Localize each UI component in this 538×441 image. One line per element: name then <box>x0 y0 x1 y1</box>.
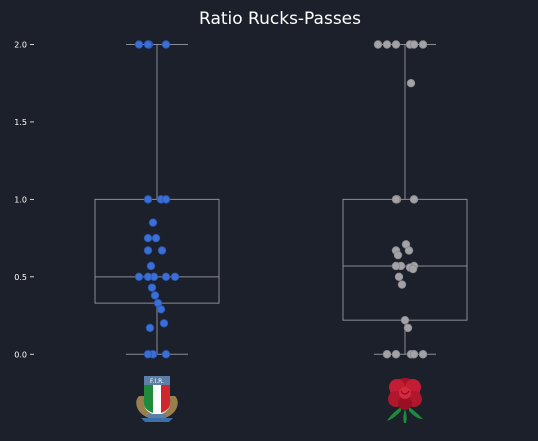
data-point-1-3 <box>382 40 392 49</box>
y-tick-label-4: 2.0 <box>14 40 27 49</box>
box-iqr-1 <box>342 198 468 321</box>
data-point-0-16 <box>134 272 144 282</box>
data-point-1-22 <box>403 323 413 333</box>
data-point-1-5 <box>373 40 383 49</box>
data-point-0-12 <box>146 261 156 271</box>
data-point-0-15 <box>161 272 171 282</box>
data-point-1-15 <box>391 261 401 271</box>
svg-text:F.I.R.: F.I.R. <box>150 378 164 385</box>
data-point-1-25 <box>409 350 419 359</box>
data-point-0-5 <box>143 195 153 204</box>
data-point-1-20 <box>397 280 407 289</box>
points-layer <box>134 40 428 359</box>
data-point-1-18 <box>408 264 418 274</box>
data-point-1-24 <box>391 350 401 359</box>
data-point-1-8 <box>391 195 401 204</box>
data-point-0-3 <box>134 40 144 49</box>
data-point-1-19 <box>394 272 404 282</box>
y-axis: 0.0 0.5 1.0 1.5 2.0 <box>14 40 34 359</box>
data-point-1-21 <box>400 315 410 325</box>
data-point-0-11 <box>143 246 153 255</box>
data-point-1-27 <box>418 350 428 359</box>
box-group-1 <box>342 43 468 355</box>
data-point-0-7 <box>148 218 158 227</box>
data-point-0-17 <box>170 272 180 282</box>
data-point-1-26 <box>382 350 392 359</box>
data-point-1-11 <box>404 246 414 255</box>
data-point-0-18 <box>147 283 157 292</box>
data-point-0-8 <box>151 233 161 243</box>
y-tick-label-0: 0.0 <box>14 350 27 359</box>
data-point-1-6 <box>406 79 416 88</box>
data-point-0-10 <box>157 246 167 255</box>
italy-fir-rugby-logo: F.I.R. <box>136 376 178 422</box>
chart-title: Ratio Rucks-Passes <box>199 9 361 29</box>
logos-layer: F.I.R. <box>136 376 423 423</box>
data-point-0-2 <box>161 40 171 49</box>
data-point-0-22 <box>159 319 169 328</box>
box-iqr-0 <box>94 198 220 304</box>
data-point-0-9 <box>143 233 153 243</box>
data-point-0-6 <box>161 195 171 204</box>
data-point-1-2 <box>409 40 419 49</box>
data-point-1-1 <box>391 40 401 49</box>
y-tick-label-3: 1.5 <box>14 118 27 127</box>
data-point-1-13 <box>393 250 403 260</box>
data-point-0-1 <box>143 40 153 49</box>
data-point-0-26 <box>161 350 171 359</box>
data-point-0-19 <box>150 291 160 300</box>
data-point-0-21 <box>156 305 166 314</box>
data-point-0-14 <box>143 272 153 282</box>
y-tick-label-1: 0.5 <box>14 273 27 282</box>
data-point-1-4 <box>418 40 428 49</box>
data-point-0-25 <box>143 350 153 359</box>
data-point-0-23 <box>145 323 155 333</box>
data-point-1-9 <box>409 195 419 204</box>
england-red-rose-logo <box>387 378 423 423</box>
y-tick-label-2: 1.0 <box>14 195 27 204</box>
